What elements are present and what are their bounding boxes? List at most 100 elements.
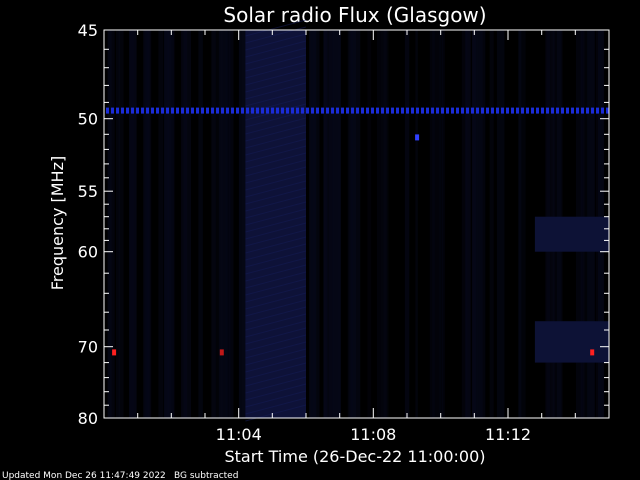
rfi-line-segment — [471, 107, 474, 114]
rfi-line-segment — [291, 107, 294, 114]
rfi-line-segment — [261, 107, 264, 114]
noise-column — [118, 30, 124, 418]
noise-column — [332, 30, 341, 418]
rfi-line-segment — [571, 107, 574, 114]
noise-column — [474, 30, 479, 418]
hot-spot-3 — [415, 134, 420, 141]
rfi-line-segment — [436, 107, 439, 114]
striation-line — [245, 299, 307, 317]
striation-line — [245, 369, 307, 387]
noise-column — [461, 30, 468, 418]
striation-line — [245, 313, 307, 331]
rfi-line-segment — [451, 107, 454, 114]
striation-line — [245, 166, 307, 184]
noise-column — [129, 30, 134, 418]
noise-column — [439, 30, 443, 418]
striation-line — [245, 19, 307, 37]
rfi-line-segment — [136, 107, 139, 114]
rfi-line-segment — [121, 107, 124, 114]
rfi-line-segment — [506, 107, 509, 114]
rfi-line-segment — [591, 107, 594, 114]
rfi-line-segment — [376, 107, 379, 114]
striation-line — [245, 138, 307, 156]
noise-column — [238, 30, 246, 418]
rfi-line-segment — [171, 107, 174, 114]
rfi-line-segment — [296, 107, 299, 114]
y-axis-label: Frequency [MHz] — [48, 156, 67, 290]
noise-column — [367, 30, 372, 418]
rfi-line-segment — [311, 107, 314, 114]
striation-line — [245, 264, 307, 282]
rfi-line-segment — [391, 107, 394, 114]
rfi-line-segment — [466, 107, 469, 114]
rfi-line-segment — [326, 107, 329, 114]
noise-column — [229, 30, 234, 418]
rfi-line-segment — [306, 107, 309, 114]
striation-line — [245, 383, 307, 401]
striation-line — [245, 327, 307, 345]
rfi-line-segment — [581, 107, 584, 114]
striation-line — [245, 54, 307, 72]
rfi-line-segment — [276, 107, 279, 114]
rfi-line-segment — [216, 107, 219, 114]
rfi-line-segment — [526, 107, 529, 114]
rfi-line-segment — [491, 107, 494, 114]
rfi-line-segment — [426, 107, 429, 114]
footer-updated: Updated Mon Dec 26 11:47:49 2022 — [2, 471, 166, 480]
y-tick-label: 60 — [78, 243, 98, 262]
rfi-line-segment — [486, 107, 489, 114]
striation-line — [245, 257, 307, 275]
striation-line — [245, 201, 307, 219]
striation-line — [245, 96, 307, 114]
rfi-line-segment — [536, 107, 539, 114]
rfi-line-segment — [501, 107, 504, 114]
striation-line — [245, 271, 307, 289]
rfi-line-segment — [546, 107, 549, 114]
noise-column — [220, 30, 227, 418]
striation-line — [245, 40, 307, 58]
rfi-line-segment — [161, 107, 164, 114]
rfi-line-segment — [156, 107, 159, 114]
striation-line — [245, 110, 307, 128]
hot-spot-0 — [112, 349, 117, 356]
rfi-line-segment — [126, 107, 129, 114]
rfi-line-segment — [346, 107, 349, 114]
rfi-line-segment — [401, 107, 404, 114]
rfi-line-segment — [586, 107, 589, 114]
noise-column — [465, 30, 471, 418]
striation-line — [245, 355, 307, 373]
rfi-line-segment — [381, 107, 384, 114]
y-tick-label: 80 — [78, 409, 98, 428]
enhanced-region-2 — [534, 321, 609, 363]
rfi-line-segment — [191, 107, 194, 114]
rfi-line-segment — [361, 107, 364, 114]
noise-column — [496, 30, 505, 418]
noise-column — [429, 30, 433, 418]
striation-line — [245, 194, 307, 212]
noise-column — [147, 30, 151, 418]
hot-spot-2 — [590, 349, 595, 356]
enhanced-region-1 — [534, 216, 609, 252]
rfi-line-segment — [246, 107, 249, 114]
striation-line — [245, 278, 307, 296]
striation-line — [245, 390, 307, 408]
rfi-line-segment — [186, 107, 189, 114]
striation-line — [245, 306, 307, 324]
noise-column — [352, 30, 361, 418]
striation-line — [245, 131, 307, 149]
rfi-line-segment — [166, 107, 169, 114]
noise-column — [347, 30, 351, 418]
rfi-line-segment — [281, 107, 284, 114]
footer-note: BG subtracted — [174, 471, 238, 480]
noise-column — [433, 30, 441, 418]
striation-line — [245, 243, 307, 261]
noise-column — [183, 30, 191, 418]
rfi-line-segment — [196, 107, 199, 114]
rfi-line-segment — [271, 107, 274, 114]
striation-line — [245, 334, 307, 352]
rfi-line-segment — [601, 107, 604, 114]
striation-line — [245, 229, 307, 247]
striation-line — [245, 159, 307, 177]
noise-column — [323, 30, 327, 418]
